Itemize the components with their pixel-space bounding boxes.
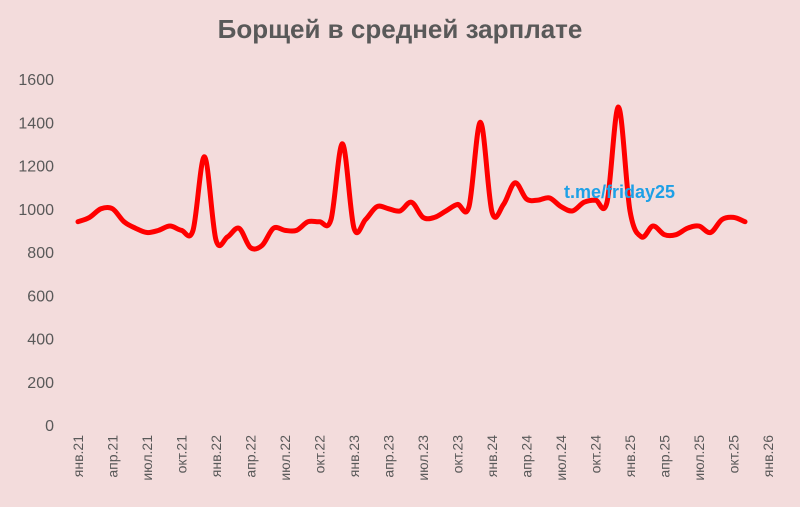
x-tick-label: апр.24 xyxy=(519,435,535,478)
x-tick-label: июл.21 xyxy=(139,435,155,481)
x-tick-label: янв.24 xyxy=(484,435,500,477)
y-tick-label: 0 xyxy=(45,418,54,435)
x-tick-label: окт.25 xyxy=(726,435,742,474)
y-tick-label: 400 xyxy=(27,332,54,349)
x-tick-label: апр.23 xyxy=(381,435,397,478)
x-tick-label: апр.25 xyxy=(657,435,673,478)
x-tick-label: окт.24 xyxy=(588,435,604,474)
watermark-text: t.me/friday25 xyxy=(564,182,675,202)
y-tick-label: 200 xyxy=(27,375,54,392)
chart-title: Борщей в средней зарплате xyxy=(217,14,583,44)
x-tick-label: окт.23 xyxy=(450,435,466,474)
x-tick-label: янв.22 xyxy=(208,435,224,477)
x-tick-label: янв.26 xyxy=(760,435,776,477)
x-tick-label: янв.25 xyxy=(622,435,638,477)
x-tick-label: янв.23 xyxy=(346,435,362,477)
y-tick-label: 1000 xyxy=(18,202,54,219)
x-tick-label: июл.23 xyxy=(415,435,431,481)
series-line xyxy=(75,104,748,252)
y-tick-label: 800 xyxy=(27,245,54,262)
x-tick-label: окт.21 xyxy=(174,435,190,474)
y-tick-label: 1200 xyxy=(18,159,54,176)
y-tick-label: 600 xyxy=(27,288,54,305)
x-tick-label: апр.21 xyxy=(105,435,121,478)
x-tick-label: окт.22 xyxy=(312,435,328,474)
y-tick-label: 1600 xyxy=(18,72,54,89)
x-tick-label: апр.22 xyxy=(243,435,259,478)
x-tick-label: июл.24 xyxy=(553,435,569,481)
x-tick-label: июл.25 xyxy=(691,435,707,481)
x-tick-label: июл.22 xyxy=(277,435,293,481)
x-tick-label: янв.21 xyxy=(70,435,86,477)
y-tick-label: 1400 xyxy=(18,115,54,132)
